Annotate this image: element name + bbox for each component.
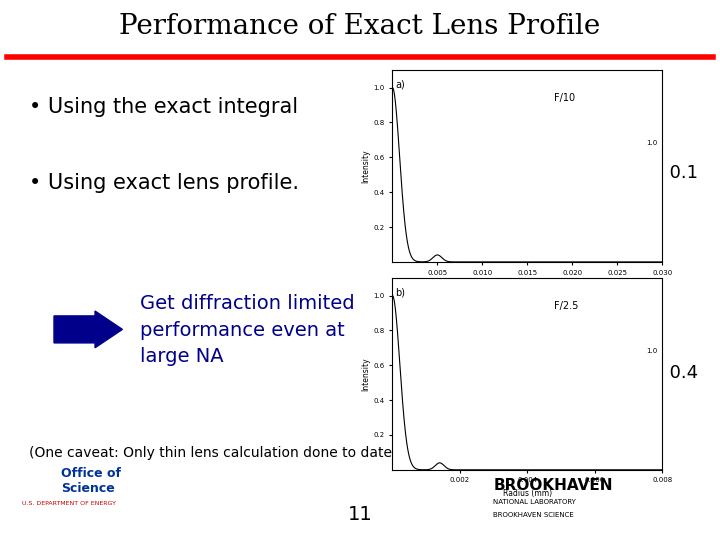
Text: Get diffraction limited
performance even at
large NA: Get diffraction limited performance even…: [140, 294, 355, 366]
Text: NA= 0.4: NA= 0.4: [624, 363, 698, 382]
Y-axis label: Intensity: Intensity: [361, 149, 371, 183]
Text: NATIONAL LABORATORY: NATIONAL LABORATORY: [493, 500, 576, 505]
Text: • Using exact lens profile.: • Using exact lens profile.: [29, 173, 299, 193]
Text: BROOKHAVEN SCIENCE: BROOKHAVEN SCIENCE: [493, 512, 574, 518]
Text: Performance of Exact Lens Profile: Performance of Exact Lens Profile: [120, 14, 600, 40]
Text: 11: 11: [348, 505, 372, 524]
Text: • Using the exact integral: • Using the exact integral: [29, 97, 298, 117]
Text: Office of
Science: Office of Science: [61, 467, 121, 495]
Text: 1.0: 1.0: [646, 140, 657, 146]
Y-axis label: Intensity: Intensity: [361, 357, 371, 391]
FancyArrow shape: [54, 311, 122, 348]
X-axis label: Radius (mm): Radius (mm): [503, 281, 552, 290]
Text: F/10: F/10: [554, 93, 575, 103]
Text: b): b): [395, 288, 405, 298]
Text: a): a): [395, 80, 405, 90]
Text: (One caveat: Only thin lens calculation done to date): (One caveat: Only thin lens calculation …: [29, 446, 397, 460]
Text: 1.0: 1.0: [646, 348, 657, 354]
Text: BROOKHAVEN: BROOKHAVEN: [493, 478, 613, 493]
Text: NA= 0.1: NA= 0.1: [624, 164, 698, 182]
Text: F/2.5: F/2.5: [554, 301, 579, 311]
X-axis label: Radius (mm): Radius (mm): [503, 489, 552, 498]
Text: U.S. DEPARTMENT OF ENERGY: U.S. DEPARTMENT OF ENERGY: [22, 501, 116, 506]
